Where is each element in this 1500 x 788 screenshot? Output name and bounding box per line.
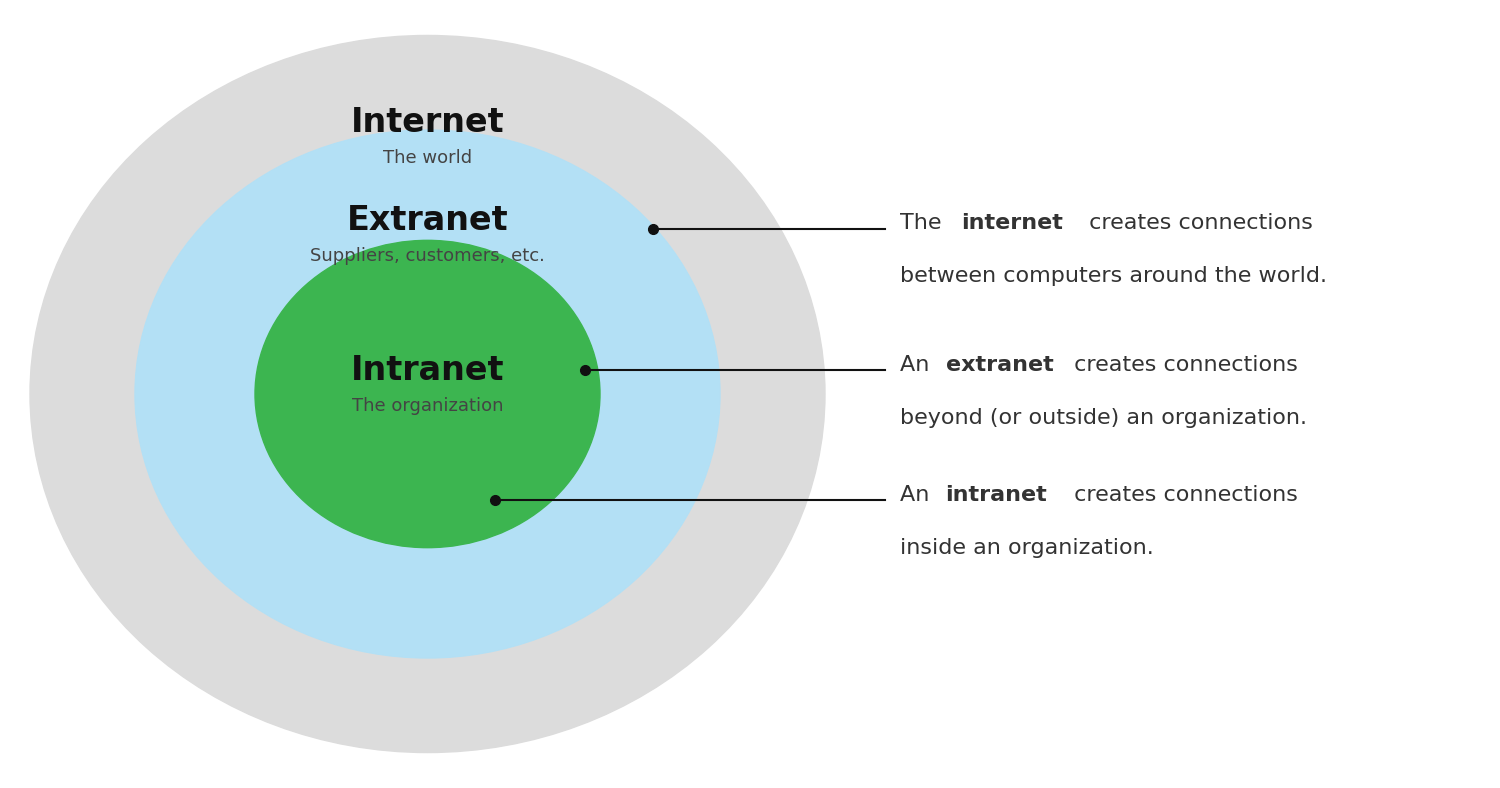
Text: The: The bbox=[900, 213, 948, 232]
Text: intranet: intranet bbox=[945, 485, 1047, 504]
Text: internet: internet bbox=[962, 213, 1062, 232]
Text: inside an organization.: inside an organization. bbox=[900, 538, 1154, 558]
Text: creates connections: creates connections bbox=[1066, 485, 1298, 504]
Ellipse shape bbox=[135, 130, 720, 658]
Text: creates connections: creates connections bbox=[1083, 213, 1314, 232]
Text: An: An bbox=[900, 355, 936, 374]
Text: beyond (or outside) an organization.: beyond (or outside) an organization. bbox=[900, 408, 1306, 428]
Text: Internet: Internet bbox=[351, 106, 504, 139]
Text: creates connections: creates connections bbox=[1066, 355, 1298, 374]
Ellipse shape bbox=[255, 240, 600, 548]
Text: Extranet: Extranet bbox=[346, 204, 508, 237]
Text: An: An bbox=[900, 485, 936, 504]
Text: extranet: extranet bbox=[945, 355, 1053, 374]
Text: The organization: The organization bbox=[351, 397, 502, 414]
Text: Suppliers, customers, etc.: Suppliers, customers, etc. bbox=[310, 247, 544, 265]
Ellipse shape bbox=[30, 35, 825, 753]
Text: between computers around the world.: between computers around the world. bbox=[900, 266, 1328, 286]
Text: The world: The world bbox=[382, 149, 472, 166]
Text: Intranet: Intranet bbox=[351, 354, 504, 387]
